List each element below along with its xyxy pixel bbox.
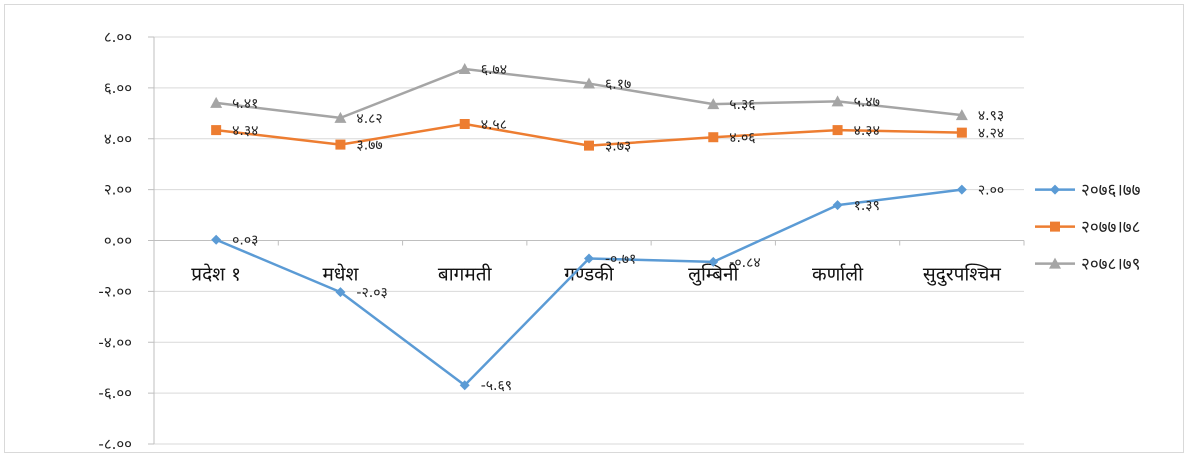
series-3: ५.४१ ४.८२ ६.७४ ६.१७ ५.३६ ५.४७ ४.९३ bbox=[210, 62, 1004, 127]
data-point-marker bbox=[584, 140, 594, 151]
data-label: ४.३४ bbox=[854, 123, 880, 139]
y-tick-label: -८.०० bbox=[98, 435, 132, 453]
category-label: बागमती bbox=[438, 263, 493, 286]
series-2: ४.३४ ३.७७ ४.५८ ३.७३ ४.०६ ४.३४ ४.२४ bbox=[211, 117, 1004, 155]
data-label: ४.५८ bbox=[481, 117, 507, 133]
data-point-marker bbox=[1050, 184, 1060, 195]
y-tick-label: ०.०० bbox=[104, 232, 132, 250]
data-label: ४.०६ bbox=[729, 130, 755, 146]
data-point-marker bbox=[584, 253, 594, 264]
category-label: कर्णाली bbox=[812, 263, 864, 286]
data-label: २.०० bbox=[978, 183, 1004, 199]
data-point-marker bbox=[832, 200, 843, 211]
category-labels: प्रदेश १ मधेश बागमती गण्डकी लुम्बिनी कर्णाली स… bbox=[191, 263, 1001, 287]
legend-label: २०७६।७७ bbox=[1081, 181, 1141, 201]
data-label: ५.४१ bbox=[232, 96, 258, 112]
data-point-marker bbox=[956, 127, 967, 138]
data-label: -०.७१ bbox=[605, 252, 636, 268]
data-label: ५.४७ bbox=[854, 94, 880, 110]
data-point-marker bbox=[708, 132, 719, 143]
data-label: ६.७४ bbox=[481, 62, 507, 78]
series-line bbox=[215, 188, 963, 387]
data-point-marker bbox=[583, 77, 595, 89]
chart-frame: ८.०० ६.०० ४.०० २.०० ०.०० -२.०० -४.०० -६.०० -८.००… bbox=[4, 4, 1184, 453]
data-point-marker bbox=[955, 109, 968, 121]
y-axis: ८.०० ६.०० ४.०० २.०० ०.०० -२.०० -४.०० -६.०० -८.०० bbox=[98, 28, 1025, 453]
category-label: मधेश bbox=[322, 263, 359, 286]
data-point-marker bbox=[1050, 221, 1060, 232]
legend-item: २०७६।७७ bbox=[1035, 181, 1141, 201]
data-point-marker bbox=[832, 125, 843, 136]
data-point-marker bbox=[1049, 257, 1061, 269]
legend-label: २०७७।७८ bbox=[1081, 218, 1140, 238]
y-tick-label: ४.०० bbox=[104, 130, 132, 148]
data-label: ४.२४ bbox=[978, 126, 1004, 142]
data-label: ५.३६ bbox=[729, 97, 755, 113]
y-tick-label: ६.०० bbox=[104, 79, 132, 97]
data-label: ६.१७ bbox=[605, 77, 631, 93]
data-point-marker bbox=[210, 96, 223, 108]
data-point-marker bbox=[956, 184, 967, 195]
data-point-marker bbox=[335, 287, 346, 298]
data-point-marker bbox=[707, 98, 720, 110]
data-label: -५.६९ bbox=[481, 378, 512, 394]
y-tick-label: ८.०० bbox=[104, 28, 132, 46]
y-tick-label: २.०० bbox=[104, 181, 132, 199]
data-point-marker bbox=[831, 95, 844, 107]
data-point-marker bbox=[334, 111, 347, 123]
data-point-marker bbox=[211, 234, 222, 245]
data-point-marker bbox=[459, 118, 470, 129]
category-label: सुदुरपश्चिम bbox=[923, 263, 1002, 287]
data-label: -०.८४ bbox=[729, 255, 760, 271]
y-tick-label: -२.०० bbox=[98, 282, 132, 300]
data-point-marker bbox=[459, 380, 470, 391]
category-label: गण्डकी bbox=[564, 263, 614, 286]
legend-item: २०७८।७९ bbox=[1035, 255, 1140, 275]
data-point-marker bbox=[335, 139, 346, 150]
data-label: १.३९ bbox=[854, 198, 880, 214]
series-group: ०.०३ -२.०३ -५.६९ -०.७१ -०.८४ १.३९ २.०० ४.३४ ३.७७… bbox=[210, 62, 1004, 394]
y-tick-label: -६.०० bbox=[98, 384, 132, 402]
legend-label: २०७८।७९ bbox=[1081, 255, 1140, 275]
series-line bbox=[215, 67, 962, 120]
data-label: ४.८२ bbox=[356, 111, 382, 127]
legend: २०७६।७७ २०७७।७८ २०७८।७९ bbox=[1035, 181, 1141, 275]
data-label: ४.९३ bbox=[978, 108, 1004, 124]
data-label: ४.३४ bbox=[232, 123, 258, 139]
category-label: प्रदेश १ bbox=[191, 263, 241, 286]
data-point-marker bbox=[211, 125, 222, 136]
data-label: ३.७३ bbox=[605, 139, 631, 155]
data-label: -२.०३ bbox=[356, 285, 387, 301]
data-point-marker bbox=[708, 256, 719, 267]
data-label: ०.०३ bbox=[232, 233, 258, 249]
legend-item: २०७७।७८ bbox=[1035, 218, 1140, 238]
y-tick-label: -४.०० bbox=[98, 333, 132, 351]
data-label: ३.७७ bbox=[356, 138, 382, 154]
line-chart: ८.०० ६.०० ४.०० २.०० ०.०० -२.०० -४.०० -६.०० -८.००… bbox=[98, 28, 1141, 453]
series-1: ०.०३ -२.०३ -५.६९ -०.७१ -०.८४ १.३९ २.०० bbox=[211, 183, 1004, 394]
data-point-marker bbox=[458, 63, 471, 75]
category-label: लुम्बिनी bbox=[688, 263, 739, 287]
